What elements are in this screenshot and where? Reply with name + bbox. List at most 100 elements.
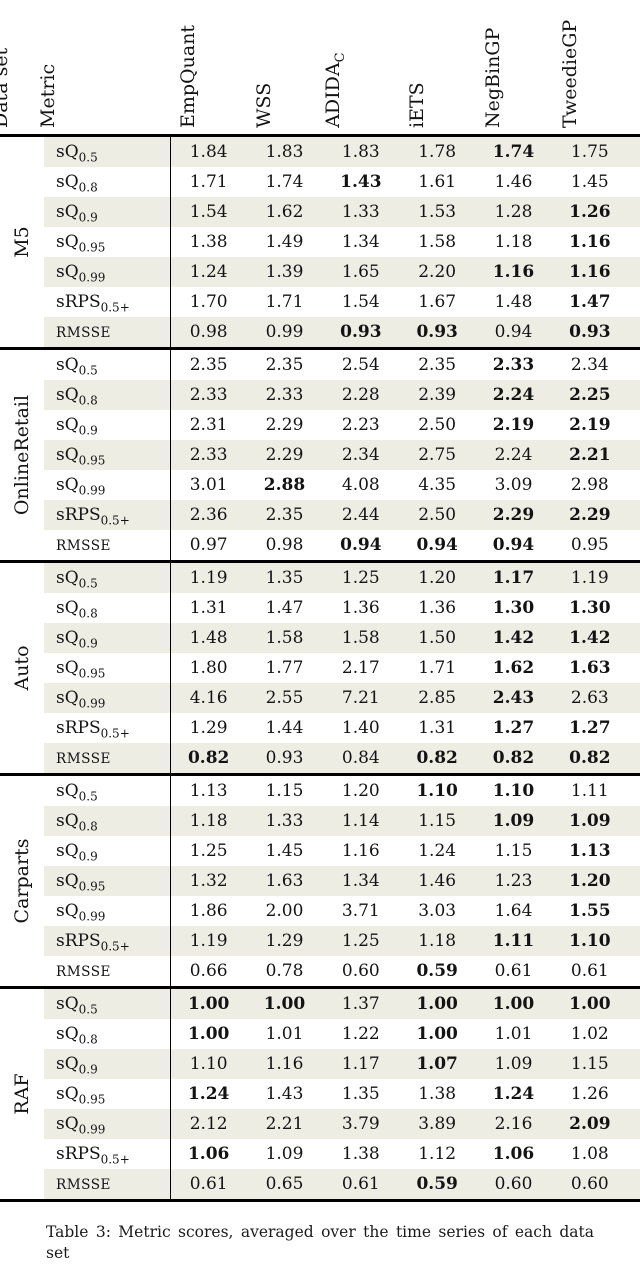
table-row: RMSSE 0.82 0.93 0.84 0.82 0.82 0.82 — [44, 743, 640, 774]
metric-value: 1.15 — [570, 1054, 609, 1074]
dataset-label-cell: Carparts — [0, 776, 44, 986]
metric-value: 1.55 — [569, 901, 611, 921]
metric-value: 1.10 — [170, 1049, 246, 1085]
metric-value: 2.00 — [265, 901, 304, 921]
table-row: RMSSE 0.97 0.98 0.94 0.94 0.94 0.95 — [44, 530, 640, 561]
metric-value: 2.29 — [265, 415, 304, 435]
table-row: sRPS0.5+ 1.29 1.44 1.40 1.31 1.27 1.27 — [44, 713, 640, 749]
metric-subscript: 0.99 — [78, 270, 106, 285]
metric-value: 1.06 — [492, 1144, 535, 1164]
table-row: sQ0.5 1.84 1.83 1.83 1.78 1.74 1.75 — [44, 137, 640, 173]
metric-value: 1.14 — [341, 811, 380, 831]
metric-value: 2.24 — [494, 445, 533, 465]
metric-value: 1.16 — [569, 232, 611, 252]
metric-value: 2.50 — [418, 415, 457, 435]
metric-value: 1.06 — [170, 1139, 246, 1175]
group-rows: sQ0.5 1.13 1.15 1.20 1.10 1.10 1.11 sQ0.8 1.18 1.… — [44, 776, 640, 987]
method-header-label: TweedieGP — [558, 19, 581, 128]
metric-value: 1.36 — [341, 598, 380, 618]
metric-value: 0.94 — [340, 535, 382, 555]
metric-name: sQ — [56, 142, 79, 162]
metric-label: sQ0.95 — [44, 1079, 170, 1114]
metric-value: 4.08 — [341, 475, 380, 495]
metric-subscript: 0.5 — [78, 789, 98, 804]
table-row: sQ0.9 1.48 1.58 1.58 1.50 1.42 1.42 — [44, 623, 640, 659]
dataset-group: Auto sQ0.5 1.19 1.35 1.25 1.20 1.17 1.19 sQ0.8 1.… — [0, 560, 640, 774]
method-header-label: iETS — [406, 82, 429, 128]
metric-value: 1.86 — [170, 896, 246, 932]
metric-subscript: 0.8 — [78, 1032, 98, 1047]
dataset-label: OnlineRetail — [11, 394, 33, 516]
table-row: sQ0.8 1.00 1.01 1.22 1.00 1.01 1.02 — [44, 1019, 640, 1055]
group-rows: sQ0.5 2.35 2.35 2.54 2.35 2.33 2.34 sQ0.8 2.33 2.… — [44, 350, 640, 561]
metric-subscript: 0.5+ — [100, 1152, 130, 1167]
metric-label: sQ0.95 — [44, 653, 170, 688]
table-caption: Table 3: Metric scores, averaged over th… — [46, 1223, 594, 1262]
metric-value: 1.74 — [265, 172, 304, 192]
metric-subscript: 0.5 — [78, 363, 98, 378]
method-header-subscript: C — [332, 52, 348, 63]
metric-value: 1.38 — [418, 1084, 457, 1104]
metric-value: 1.42 — [492, 628, 535, 648]
metric-value: 1.16 — [265, 1054, 304, 1074]
table-row: sQ0.5 2.35 2.35 2.54 2.35 2.33 2.34 — [44, 350, 640, 386]
metric-value: 1.40 — [341, 718, 380, 738]
table-row: sRPS0.5+ 1.19 1.29 1.25 1.18 1.11 1.10 — [44, 926, 640, 962]
metric-value: 2.88 — [263, 475, 306, 495]
metric-value: 1.20 — [569, 871, 611, 891]
metric-name: RMSSE — [56, 751, 111, 767]
table-row: sQ0.5 1.00 1.00 1.37 1.00 1.00 1.00 — [44, 989, 640, 1025]
table-row: sQ0.99 4.16 2.55 7.21 2.85 2.43 2.63 — [44, 683, 640, 719]
table-row: sQ0.99 3.01 2.88 4.08 4.35 3.09 2.98 — [44, 470, 640, 506]
metric-value: 0.59 — [416, 1174, 458, 1194]
metric-name: RMSSE — [56, 325, 111, 341]
metric-value: 0.95 — [570, 535, 609, 555]
metric-value: 1.08 — [570, 1144, 609, 1164]
metric-value: 1.34 — [341, 232, 380, 252]
metric-value: 2.36 — [170, 500, 246, 536]
metric-value: 1.11 — [492, 931, 535, 951]
table-row: sQ0.5 1.13 1.15 1.20 1.10 1.10 1.11 — [44, 776, 640, 812]
metric-value: 1.15 — [494, 841, 533, 861]
dataset-group: RAF sQ0.5 1.00 1.00 1.37 1.00 1.00 1.00 sQ0.8 1.0… — [0, 986, 640, 1200]
metric-value: 1.63 — [569, 658, 611, 678]
metric-value: 1.00 — [569, 994, 611, 1014]
metric-value: 2.63 — [570, 688, 609, 708]
metric-name: sQ — [56, 385, 79, 405]
metric-name: sQ — [56, 568, 79, 588]
metric-value: 3.03 — [418, 901, 457, 921]
metric-name: sQ — [56, 1024, 79, 1044]
metric-name: sQ — [56, 1114, 79, 1134]
metric-value: 3.09 — [494, 475, 533, 495]
metric-value: 1.09 — [494, 1054, 533, 1074]
metric-value: 1.19 — [170, 563, 246, 599]
metric-value: 1.25 — [341, 568, 380, 588]
metric-name: sQ — [56, 202, 79, 222]
metric-value: 1.33 — [341, 202, 380, 222]
metric-value: 1.71 — [265, 292, 304, 312]
metric-value: 1.16 — [492, 262, 535, 282]
metric-name: sQ — [56, 688, 79, 708]
metric-subscript: 0.95 — [78, 666, 106, 681]
metric-name: sQ — [56, 415, 79, 435]
metric-subscript: 0.9 — [78, 423, 98, 438]
metric-value: 4.16 — [170, 683, 246, 719]
metric-value: 2.24 — [492, 385, 535, 405]
group-rows: sQ0.5 1.00 1.00 1.37 1.00 1.00 1.00 sQ0.8 1.00 1.… — [44, 989, 640, 1200]
table-row: sQ0.5 1.19 1.35 1.25 1.20 1.17 1.19 — [44, 563, 640, 599]
metric-label: sQ0.5 — [44, 776, 170, 811]
metric-name: sQ — [56, 172, 79, 192]
metric-name: sRPS — [56, 718, 101, 738]
metric-value: 2.28 — [341, 385, 380, 405]
table-row: sQ0.99 1.24 1.39 1.65 2.20 1.16 1.16 — [44, 257, 640, 293]
metric-label: sQ0.99 — [44, 683, 170, 718]
method-column-header: WSS — [246, 0, 322, 134]
method-header-label: NegBinGP — [482, 27, 505, 128]
metric-value: 1.01 — [494, 1024, 533, 1044]
metric-name: sQ — [56, 445, 79, 465]
metric-name: sQ — [56, 841, 79, 861]
method-column-header: NegBinGP — [475, 0, 551, 134]
metric-value: 3.79 — [341, 1114, 380, 1134]
metric-value: 2.35 — [418, 355, 457, 375]
metric-value: 1.36 — [418, 598, 457, 618]
